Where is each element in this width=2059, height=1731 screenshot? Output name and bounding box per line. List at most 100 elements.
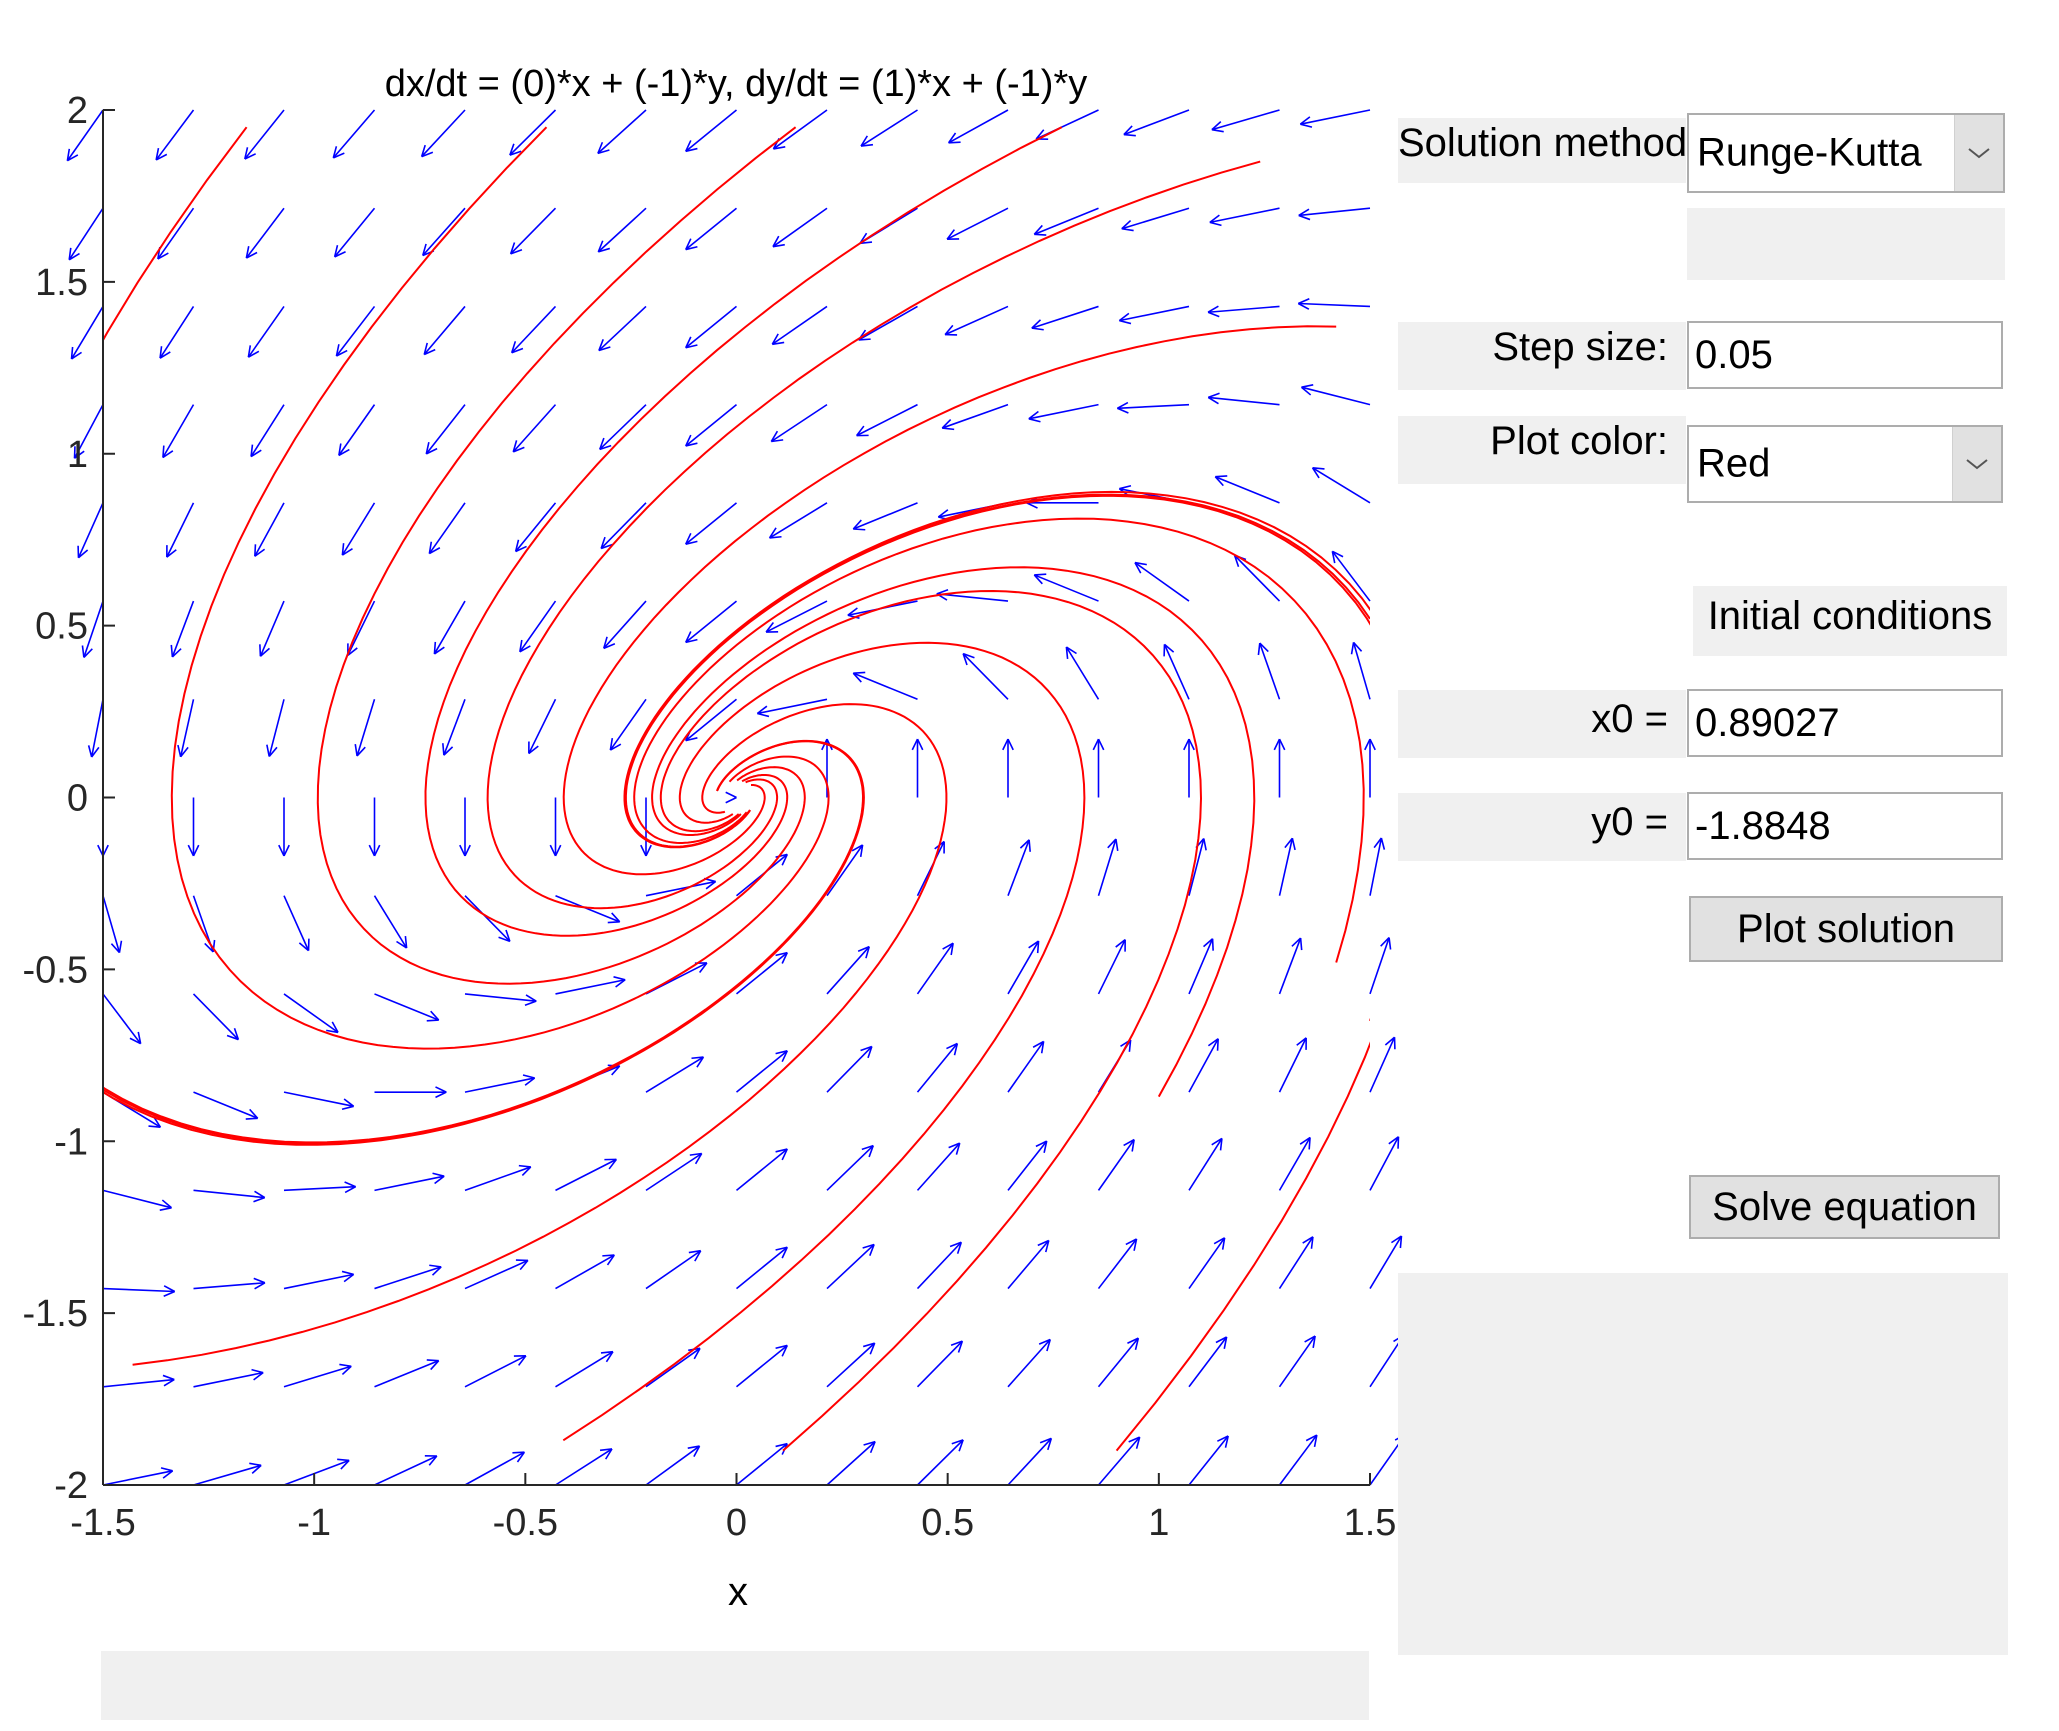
y0-input[interactable] <box>1687 792 2003 860</box>
field-arrow <box>1097 1337 1140 1388</box>
field-arrow <box>464 993 537 1007</box>
solution-curve <box>562 641 1086 1442</box>
x-tick-label: 0 <box>726 1502 747 1544</box>
field-arrow <box>354 699 376 757</box>
field-arrow <box>428 502 466 555</box>
solution-curve <box>103 126 865 1146</box>
field-arrow <box>247 305 285 358</box>
field-arrow <box>1007 839 1031 896</box>
field-arrow <box>911 738 924 798</box>
field-arrow <box>333 207 376 258</box>
field-arrow <box>852 502 918 531</box>
field-arrow <box>373 895 408 949</box>
field-arrow <box>860 109 918 147</box>
field-arrow <box>368 797 381 857</box>
field-arrow <box>374 1264 442 1290</box>
solve-equation-button[interactable]: Solve equation <box>1689 1175 2000 1239</box>
solution-method-dropdown[interactable]: Runge-Kutta <box>1687 113 2005 193</box>
plot-title: dx/dt = (0)*x + (-1)*y, dy/dt = (1)*x + … <box>385 63 1088 105</box>
solution-curve <box>623 490 1370 1452</box>
field-arrow <box>433 600 466 655</box>
field-arrow <box>852 671 918 701</box>
field-arrow <box>735 1148 788 1191</box>
field-arrow <box>735 1442 788 1486</box>
field-arrow <box>1134 561 1190 602</box>
field-arrow <box>597 109 647 155</box>
field-arrow <box>1163 643 1190 700</box>
initial-conditions-label: Initial conditions <box>1693 586 2007 656</box>
y-tick-label: 2 <box>67 90 88 132</box>
solution-curve <box>486 160 1261 910</box>
field-arrow <box>1257 642 1281 700</box>
field-arrow <box>916 1439 964 1486</box>
field-arrow <box>1278 1434 1318 1486</box>
plot-color-label: Plot color: <box>1398 416 1686 484</box>
x0-input[interactable] <box>1687 689 2003 757</box>
field-arrow <box>283 1363 352 1388</box>
field-arrow <box>645 1056 705 1093</box>
field-arrow <box>826 1342 876 1388</box>
field-arrow <box>1092 738 1105 798</box>
field-arrow <box>916 1241 963 1290</box>
solution-curve <box>316 126 806 985</box>
field-arrow <box>193 1462 262 1486</box>
y-tick-label: 1 <box>67 434 88 476</box>
field-arrow <box>826 1045 873 1093</box>
field-arrow <box>332 109 376 159</box>
field-arrow <box>509 207 557 255</box>
vector-field <box>66 109 1407 1486</box>
field-arrow <box>756 698 828 718</box>
field-arrow <box>423 305 466 356</box>
field-arrow <box>347 600 376 656</box>
output-panel <box>1398 1273 2008 1655</box>
field-arrow <box>1118 305 1190 325</box>
field-arrow <box>259 600 285 657</box>
field-arrow <box>1007 1338 1051 1388</box>
field-arrow <box>509 109 557 156</box>
x-tick-label: -1.5 <box>70 1502 135 1544</box>
field-arrow <box>1364 738 1376 798</box>
field-arrow <box>459 797 471 857</box>
field-arrow <box>442 699 466 756</box>
plot-solution-button[interactable]: Plot solution <box>1689 896 2003 962</box>
field-arrow <box>772 109 828 150</box>
field-arrow <box>1007 1040 1045 1093</box>
field-arrow <box>1031 305 1099 331</box>
field-arrow <box>177 699 195 758</box>
field-arrow <box>81 600 104 658</box>
chevron-down-icon <box>1952 427 2001 501</box>
field-arrow <box>70 306 104 360</box>
field-arrow <box>244 109 285 160</box>
field-arrow <box>192 895 216 953</box>
field-arrow <box>1278 1236 1314 1290</box>
field-arrow <box>685 404 738 447</box>
field-arrow <box>685 502 738 545</box>
field-arrow <box>645 1249 702 1290</box>
x0-label: x0 = <box>1398 690 1686 758</box>
field-arrow <box>68 207 104 261</box>
field-arrow <box>1188 938 1214 995</box>
step-size-input[interactable] <box>1687 321 2003 389</box>
field-arrow <box>1033 207 1099 236</box>
field-arrow <box>283 1458 350 1486</box>
field-arrow <box>599 404 647 451</box>
field-arrow <box>283 1091 355 1111</box>
field-arrow <box>1116 401 1190 414</box>
field-arrow <box>1065 646 1100 700</box>
field-arrow <box>685 600 738 644</box>
plot-axes: -1.5 -1 -0.5 0 0.5 1 1.521.510.50-0.5-1-1.5-2 <box>23 90 1397 1544</box>
field-arrow <box>735 1246 788 1290</box>
field-arrow <box>510 305 557 354</box>
field-arrow <box>555 1350 614 1388</box>
field-arrow <box>283 895 310 952</box>
field-arrow <box>193 1277 266 1290</box>
field-arrow <box>555 1448 613 1486</box>
field-arrow <box>1188 1336 1228 1388</box>
field-arrow <box>735 951 788 995</box>
plot-color-dropdown[interactable]: Red <box>1687 425 2003 503</box>
field-arrow <box>1209 207 1280 227</box>
y-tick-label: -2 <box>54 1465 88 1507</box>
solution-curve <box>170 126 830 1050</box>
field-arrow <box>338 404 376 457</box>
